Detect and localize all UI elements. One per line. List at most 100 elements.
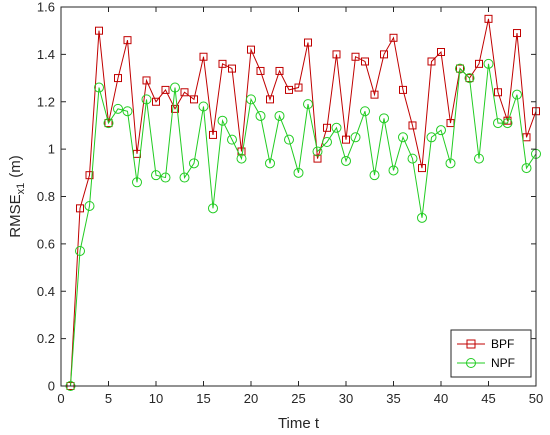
data-point-bpf [313,154,322,163]
data-point-bpf [152,97,160,106]
y-axis-title: RMSEx1 (m) [7,155,27,237]
legend: BPF NPF [450,329,532,378]
y-tick-label: 0.4 [37,284,55,299]
data-point-bpf [399,85,407,94]
data-point-bpf [275,66,284,75]
data-point-npf [521,163,532,174]
data-point-npf [160,172,171,183]
data-point-npf [455,63,465,74]
data-point-bpf [228,64,236,73]
data-point-npf [151,170,161,181]
legend-bpf-label: BPF [491,337,514,351]
data-point-npf [246,94,256,105]
data-point-npf [122,106,133,117]
data-point-npf [189,158,199,169]
data-point-bpf [370,90,379,99]
data-point-npf [360,106,370,117]
data-point-npf [75,245,85,256]
data-point-npf [293,167,304,178]
data-point-bpf [123,36,132,45]
data-point-bpf [180,88,189,97]
data-point-bpf [95,26,103,35]
data-point-npf [274,110,285,121]
data-point-bpf [513,29,521,38]
data-point-bpf [190,95,198,104]
data-point-bpf [380,50,388,59]
data-point-bpf [142,76,151,85]
x-tick-label: 5 [105,391,112,406]
x-tick-label: 25 [291,391,305,406]
data-point-npf [255,110,266,121]
data-point-npf [284,134,294,145]
data-point-bpf [218,59,227,68]
data-point-npf [227,134,237,145]
data-point-bpf [161,85,170,94]
data-point-bpf [85,171,94,180]
y-tick-label: 1.6 [37,0,55,15]
data-point-npf [436,125,446,136]
y-tick-label: 1.2 [37,94,55,109]
data-point-npf [217,115,228,126]
data-point-bpf [104,119,113,128]
data-point-npf [474,153,484,164]
data-point-npf [398,132,408,143]
x-tick-label: 30 [339,391,353,406]
x-tick-label: 10 [149,391,163,406]
y-axis-title-subscript: x1 [15,183,27,195]
ticks-layer: 0 5 10 15 20 25 30 35 40 45 50 0 0.2 0.4 0.6 0.8 1 1.2 1.4… [37,0,543,406]
data-point-bpf [247,45,255,54]
data-point-bpf [285,85,293,94]
data-point-bpf [209,130,217,139]
y-axis-title-main: RMSE [7,194,24,237]
data-point-bpf [437,48,445,57]
y-tick-label: 0.8 [37,189,55,204]
data-point-npf [417,212,427,223]
y-tick-label: 1 [48,142,55,157]
data-point-bpf [418,164,426,173]
x-tick-label: 50 [529,391,543,406]
data-point-bpf [76,204,84,213]
data-point-npf [483,58,494,69]
data-point-bpf [342,135,350,144]
data-point-bpf [351,52,360,61]
data-point-bpf [256,66,265,75]
data-point-npf [179,172,190,183]
x-tick-label: 40 [434,391,448,406]
data-point-bpf [389,33,398,42]
data-point-npf [170,82,180,93]
x-tick-label: 20 [244,391,258,406]
data-point-npf [141,94,152,105]
data-point-npf [236,153,247,164]
x-axis-title: Time t [278,415,320,432]
data-point-npf [208,203,218,214]
data-point-bpf [408,121,417,130]
data-point-bpf [427,57,436,66]
y-tick-label: 0.6 [37,236,55,251]
data-point-bpf [475,59,483,68]
data-point-npf [265,158,275,169]
data-point-bpf [484,14,493,23]
data-point-bpf [266,95,274,104]
x-tick-label: 35 [386,391,400,406]
y-axis-title-unit: (m) [7,155,24,178]
data-point-npf [94,82,104,93]
legend-npf-label: NPF [491,356,515,370]
data-point-bpf [332,50,341,59]
y-tick-label: 0.2 [37,331,55,346]
data-point-npf [512,89,522,100]
data-point-npf [132,177,142,188]
data-point-npf [388,165,399,176]
data-point-npf [113,103,123,114]
x-tick-label: 0 [57,391,64,406]
data-point-npf [502,118,513,129]
data-point-bpf [446,119,455,128]
data-point-npf [464,73,475,84]
series-npf [65,58,541,391]
legend-bpf-marker [466,339,476,349]
y-tick-label: 0 [48,379,55,394]
series-line-npf [70,63,537,387]
data-point-npf [426,132,437,143]
data-point-npf [407,153,418,164]
data-point-bpf [304,38,312,47]
